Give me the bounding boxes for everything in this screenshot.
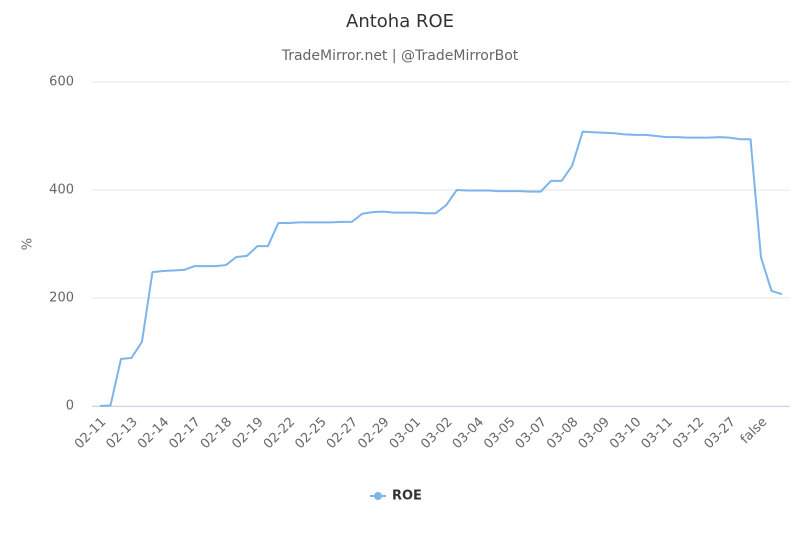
chart-title: Antoha ROE [346, 11, 454, 32]
x-tick-label: 03-08 [544, 415, 581, 452]
x-tick-label: 03-07 [513, 415, 550, 452]
y-tick-label: 400 [49, 183, 74, 198]
x-tick-label: 02-19 [229, 415, 266, 452]
x-tick-label: 03-05 [481, 415, 518, 452]
x-tick-label: 02-17 [166, 415, 203, 452]
y-axis-label: % [21, 238, 36, 250]
x-tick-label: 02-29 [355, 415, 392, 452]
x-tick-label: 03-04 [450, 415, 487, 452]
x-tick-label: 03-11 [639, 415, 676, 452]
x-tick-label: 02-13 [103, 415, 140, 452]
x-tick-label: 03-02 [418, 415, 455, 452]
x-tick-label: 02-25 [292, 415, 329, 452]
legend-symbol [374, 492, 382, 500]
x-tick-label: 02-11 [72, 415, 109, 452]
y-tick-label: 200 [49, 291, 74, 306]
y-tick-label: 600 [49, 75, 74, 90]
legend-label[interactable]: ROE [392, 489, 422, 504]
x-tick-label: 03-09 [576, 415, 613, 452]
x-tick-label: 02-14 [135, 415, 172, 452]
y-tick-label: 0 [66, 399, 74, 414]
x-tick-label: 03-27 [702, 415, 739, 452]
x-tick-label: false [738, 415, 770, 447]
x-tick-label: 02-22 [261, 415, 298, 452]
x-tick-label: 03-10 [607, 415, 644, 452]
data-line [99, 130, 783, 407]
x-tick-label: 02-27 [324, 415, 361, 452]
x-tick-label: 02-18 [198, 415, 235, 452]
chart-subtitle: TradeMirror.net | @TradeMirrorBot [281, 48, 519, 64]
x-tick-label: 03-01 [387, 415, 424, 452]
x-tick-label: 03-12 [670, 415, 707, 452]
